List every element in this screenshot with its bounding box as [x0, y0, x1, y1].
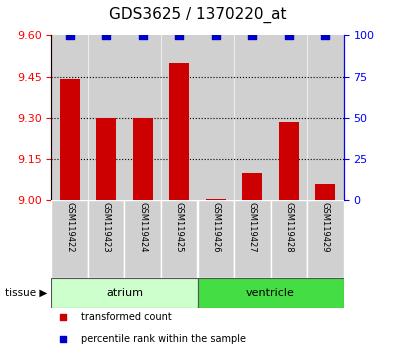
Point — [66, 33, 73, 38]
Point — [176, 33, 182, 38]
Bar — [96, 118, 116, 200]
Text: percentile rank within the sample: percentile rank within the sample — [81, 335, 246, 344]
Text: GSM119423: GSM119423 — [102, 202, 111, 253]
Bar — [234, 200, 271, 278]
Bar — [124, 200, 161, 278]
Text: GSM119428: GSM119428 — [284, 202, 293, 253]
Bar — [242, 172, 262, 200]
Bar — [133, 118, 153, 200]
Text: GSM119426: GSM119426 — [211, 202, 220, 253]
Bar — [308, 35, 343, 200]
Bar — [88, 200, 124, 278]
Bar — [161, 200, 198, 278]
Bar — [162, 35, 197, 200]
Bar — [198, 278, 344, 308]
Bar — [51, 200, 88, 278]
Point — [103, 33, 109, 38]
Text: GSM119429: GSM119429 — [321, 202, 330, 253]
Bar — [88, 35, 124, 200]
Point — [213, 33, 219, 38]
Bar — [279, 122, 299, 200]
Bar — [198, 35, 233, 200]
Text: GDS3625 / 1370220_at: GDS3625 / 1370220_at — [109, 7, 286, 23]
Point — [60, 314, 66, 320]
Text: tissue ▶: tissue ▶ — [5, 288, 47, 298]
Text: transformed count: transformed count — [81, 312, 171, 322]
Point — [60, 337, 66, 342]
Text: ventricle: ventricle — [246, 288, 295, 298]
Bar — [235, 35, 270, 200]
Bar — [51, 278, 198, 308]
Bar — [206, 199, 226, 200]
Bar — [198, 200, 234, 278]
Bar — [271, 200, 307, 278]
Bar — [315, 183, 335, 200]
Bar — [169, 63, 189, 200]
Point — [286, 33, 292, 38]
Bar — [60, 79, 80, 200]
Point — [249, 33, 256, 38]
Bar — [52, 35, 87, 200]
Point — [139, 33, 146, 38]
Bar — [307, 200, 344, 278]
Text: GSM119424: GSM119424 — [138, 202, 147, 253]
Bar — [271, 35, 307, 200]
Text: GSM119427: GSM119427 — [248, 202, 257, 253]
Point — [322, 33, 329, 38]
Text: GSM119422: GSM119422 — [65, 202, 74, 253]
Bar — [125, 35, 160, 200]
Text: GSM119425: GSM119425 — [175, 202, 184, 253]
Text: atrium: atrium — [106, 288, 143, 298]
